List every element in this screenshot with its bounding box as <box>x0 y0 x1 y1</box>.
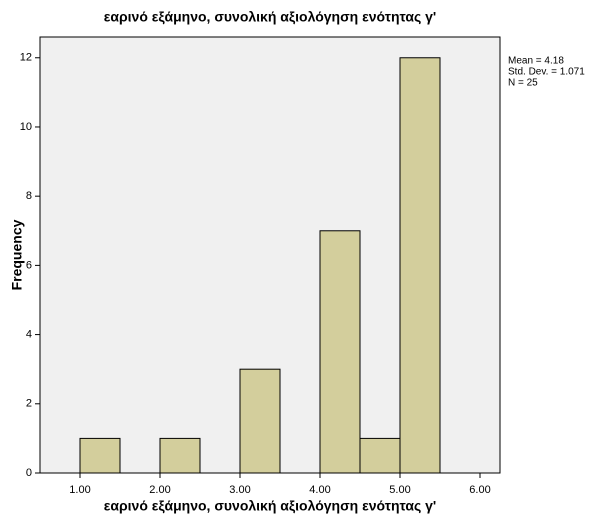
x-tick-label: 4.00 <box>309 484 330 496</box>
x-axis-title: εαρινό εξάμηνο, συνολική αξιολόγηση ενότ… <box>104 498 437 514</box>
bar <box>159 437 201 474</box>
y-tick-label: 0 <box>26 467 32 479</box>
x-tick-label: 6.00 <box>469 484 490 496</box>
chart-title: εαρινό εξάμηνο, συνολική αξιολόγηση ενότ… <box>104 9 437 25</box>
y-tick-label: 6 <box>26 259 32 271</box>
bar <box>79 437 121 474</box>
x-tick-label: 1.00 <box>69 484 90 496</box>
x-tick-label: 3.00 <box>229 484 250 496</box>
x-tick-label: 5.00 <box>389 484 410 496</box>
y-axis-title: Frequency <box>9 219 25 290</box>
bar <box>399 57 441 474</box>
stats-label: Mean = 4.18 <box>508 56 564 67</box>
y-tick-label: 8 <box>26 190 32 202</box>
y-tick-label: 10 <box>20 121 32 133</box>
y-tick-label: 12 <box>20 52 32 64</box>
stats-label: N = 25 <box>508 78 538 89</box>
y-tick-label: 4 <box>26 328 32 340</box>
y-tick-label: 2 <box>26 398 32 410</box>
stats-label: Std. Dev. = 1.071 <box>508 67 585 78</box>
bar <box>359 437 401 474</box>
x-tick-label: 2.00 <box>149 484 170 496</box>
bar <box>239 368 281 474</box>
bar <box>319 230 361 474</box>
